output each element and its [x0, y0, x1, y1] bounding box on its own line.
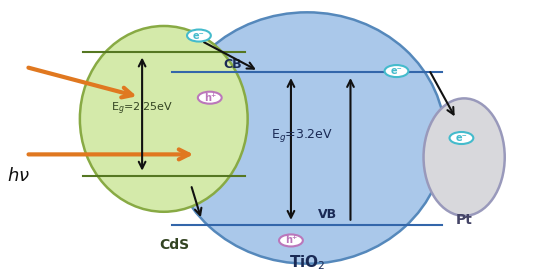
Text: VB: VB — [318, 208, 337, 221]
Ellipse shape — [80, 26, 248, 212]
Circle shape — [449, 132, 473, 144]
Circle shape — [198, 92, 221, 104]
Text: $h\nu$: $h\nu$ — [7, 167, 30, 185]
Ellipse shape — [424, 98, 505, 216]
Circle shape — [187, 30, 211, 42]
Circle shape — [385, 65, 409, 77]
Circle shape — [279, 234, 303, 246]
Text: TiO$_2$: TiO$_2$ — [289, 253, 325, 272]
Text: Pt: Pt — [456, 213, 473, 227]
Text: e⁻: e⁻ — [391, 66, 403, 76]
Text: CdS: CdS — [159, 238, 190, 251]
Text: CB: CB — [224, 58, 242, 71]
Text: h⁺: h⁺ — [203, 93, 216, 103]
Text: E$_g$=3.2eV: E$_g$=3.2eV — [271, 127, 333, 144]
Text: e⁻: e⁻ — [455, 133, 467, 143]
Text: h⁺: h⁺ — [285, 235, 297, 245]
Ellipse shape — [169, 12, 445, 264]
Text: e⁻: e⁻ — [193, 31, 205, 41]
Text: E$_g$=2.25eV: E$_g$=2.25eV — [111, 100, 173, 117]
